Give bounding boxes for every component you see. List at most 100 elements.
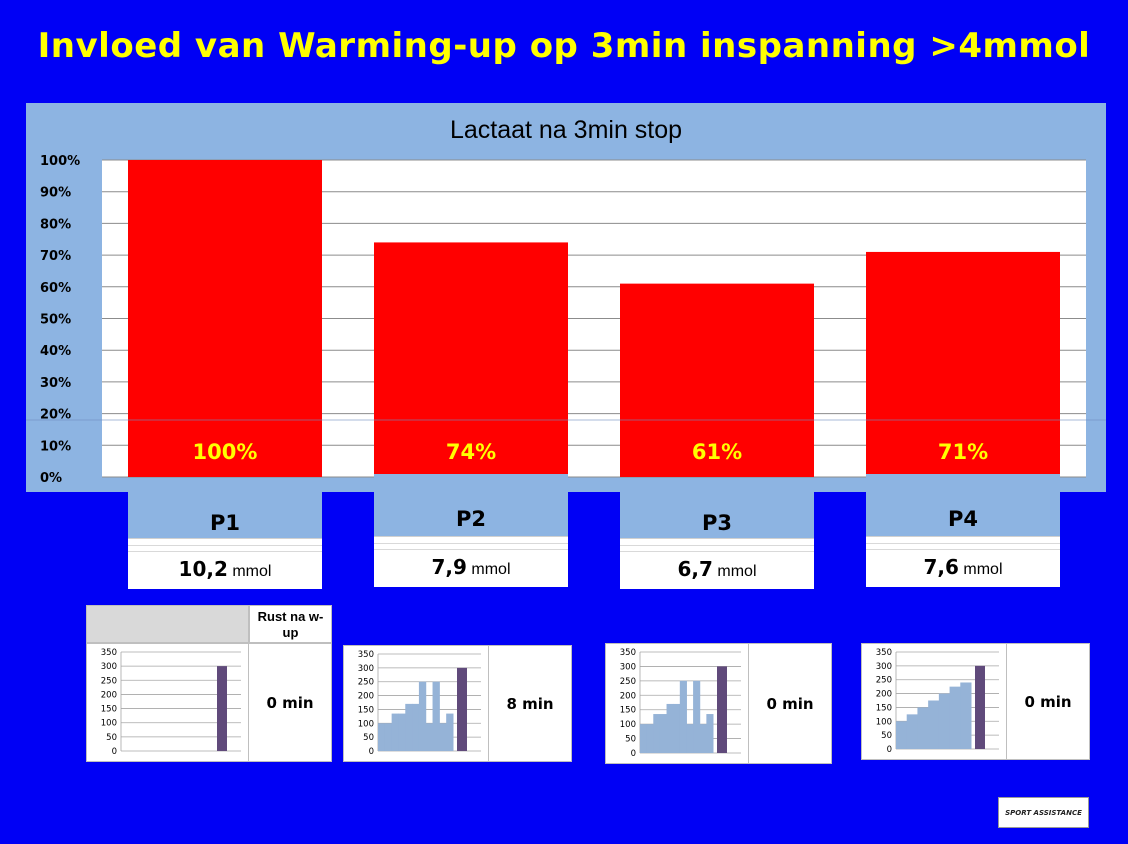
y-tick-label: 20% [40, 408, 71, 423]
warmup-step [446, 713, 454, 751]
mini-y-tick: 250 [358, 678, 374, 688]
bar-p1 [128, 160, 322, 477]
mini-y-tick: 200 [620, 691, 636, 701]
mini-y-tick: 250 [101, 676, 117, 686]
warmup-chart-1: 0 50 100 150 200 250 300 350 0 min [86, 643, 332, 762]
mini-y-tick: 0 [112, 747, 117, 757]
mini-y-tick: 100 [358, 719, 374, 729]
warmup-step [917, 707, 929, 749]
warmup-step [949, 686, 961, 749]
data-label-p2: 74% [446, 440, 496, 464]
page-title: Invloed van Warming-up op 3min inspannin… [37, 26, 1091, 66]
rest-duration: 8 min [488, 646, 571, 761]
effort-bar [217, 666, 227, 751]
warmup-step [439, 723, 447, 751]
mini-y-tick: 100 [876, 717, 892, 727]
rest-duration: 0 min [748, 644, 831, 763]
data-label-p3: 61% [692, 440, 742, 464]
mini-y-tick: 300 [358, 664, 374, 674]
mini-y-tick: 300 [101, 662, 117, 672]
mini-y-tick: 150 [101, 705, 117, 715]
measurement-p3: 6,7 mmol [620, 538, 814, 589]
y-tick-label: 100% [40, 154, 80, 169]
data-label-p1: 100% [193, 440, 258, 464]
lactate-bar-chart: 0% 10% 20% 30% 40% 50% 60% 70% 80% 90% 100% 100% 74%… [26, 154, 1106, 486]
mini-y-tick: 350 [358, 650, 374, 660]
mini-y-tick: 350 [876, 648, 892, 658]
mini-y-tick: 0 [631, 749, 636, 759]
warmup-step [405, 703, 413, 751]
warmup-step [640, 724, 648, 753]
warmup-step [666, 703, 674, 753]
mini-y-tick: 50 [106, 733, 117, 743]
data-label-p4: 71% [938, 440, 988, 464]
rest-duration: 0 min [1006, 644, 1089, 759]
warmup-step [673, 703, 681, 753]
warmup-step [928, 700, 940, 749]
mini-y-tick: 200 [358, 692, 374, 702]
mini-y-tick: 250 [620, 677, 636, 687]
warmup-step [378, 723, 386, 751]
mini-y-tick: 100 [620, 720, 636, 730]
warmup-chart-2: 0 50 100 150 200 250 300 350 8 min [343, 645, 572, 762]
mini-y-tick: 300 [876, 662, 892, 672]
mini-y-tick: 50 [363, 733, 374, 743]
measurement-value: 10,2 [178, 557, 228, 581]
warmup-step [693, 680, 701, 753]
warmup-step [653, 714, 661, 753]
mini-y-tick: 100 [101, 719, 117, 729]
mini-y-tick: 200 [101, 690, 117, 700]
mini-y-tick: 150 [358, 705, 374, 715]
warmup-step [384, 723, 393, 751]
y-tick-label: 50% [40, 313, 71, 328]
y-tick-label: 70% [40, 249, 71, 264]
warmup-step [960, 682, 972, 749]
mini-y-tick: 350 [620, 648, 636, 658]
rest-header: Rust na w-up [86, 605, 332, 643]
y-tick-label: 40% [40, 344, 71, 359]
warmup-step [418, 681, 427, 751]
y-tick-label: 80% [40, 217, 71, 232]
mini-y-tick: 200 [876, 690, 892, 700]
sport-assistance-logo: SPORT ASSISTANCE [998, 797, 1089, 828]
warmup-step [686, 724, 694, 753]
warmup-step [706, 714, 714, 753]
warmup-step [938, 693, 951, 749]
mini-y-tick: 50 [625, 735, 636, 745]
measurement-value: 6,7 [677, 557, 713, 581]
measurement-value: 7,6 [923, 555, 959, 579]
category-label-p3: P3 [620, 478, 814, 538]
warmup-step [398, 713, 406, 751]
mini-y-tick: 50 [881, 731, 892, 741]
measurement-unit: mmol [958, 561, 1003, 578]
chart-title: Lactaat na 3min stop [449, 116, 683, 144]
warmup-step [412, 703, 420, 751]
warmup-step [906, 714, 918, 749]
warmup-step [679, 680, 687, 753]
warmup-chart-4: 0 50 100 150 200 250 300 350 0 min [861, 643, 1090, 760]
warmup-chart-3: 0 50 100 150 200 250 300 350 0 min [605, 643, 832, 764]
warmup-step [659, 714, 668, 753]
measurement-p2: 7,9 mmol [374, 536, 568, 587]
warmup-step [699, 724, 707, 753]
y-tick-label: 10% [40, 439, 71, 454]
effort-bar [975, 665, 985, 749]
measurement-p4: 7,6 mmol [866, 536, 1060, 587]
rest-duration: 0 min [248, 644, 331, 761]
measurement-unit: mmol [712, 563, 757, 580]
warmup-step [646, 724, 654, 753]
category-label-p4: P4 [866, 474, 1060, 536]
bar-p4 [866, 251, 1060, 477]
y-tick-label: 60% [40, 281, 71, 296]
warmup-step [432, 681, 440, 751]
warmup-step [391, 713, 399, 751]
effort-bar [717, 666, 727, 753]
y-tick-label: 90% [40, 186, 71, 201]
measurement-value: 7,9 [431, 555, 467, 579]
category-label-p1: P1 [128, 478, 322, 538]
mini-y-tick: 0 [887, 745, 892, 755]
rest-header-label: Rust na w-up [249, 605, 332, 643]
logo-text: SPORT ASSISTANCE [1005, 808, 1082, 817]
warmup-step [425, 723, 434, 751]
mini-y-tick: 0 [369, 747, 374, 757]
